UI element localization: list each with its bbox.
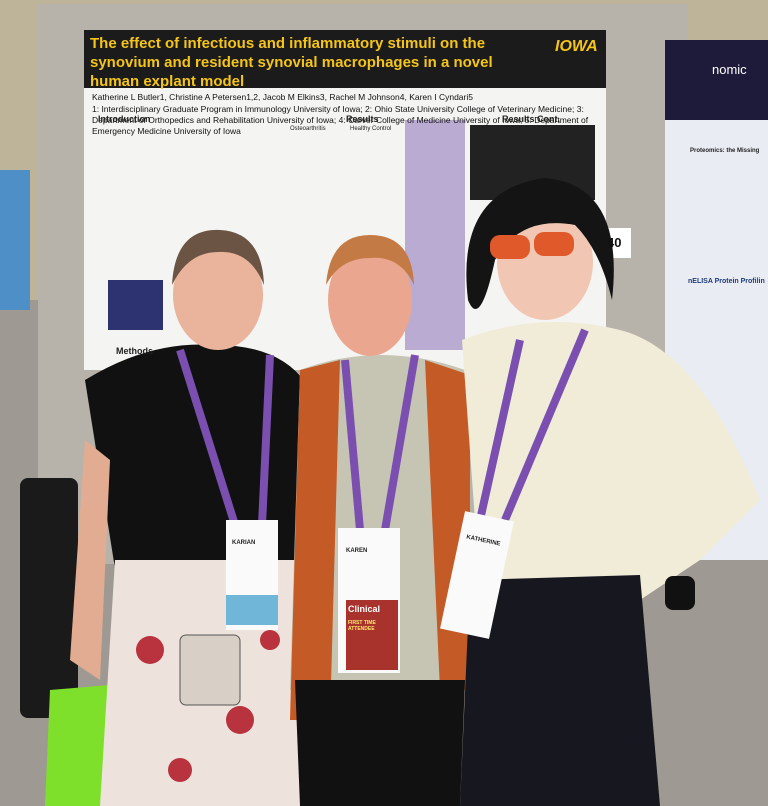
lanyard bbox=[176, 348, 274, 527]
hair bbox=[466, 178, 614, 309]
face bbox=[497, 204, 593, 320]
panel-label: Healthy Control bbox=[350, 126, 392, 132]
poster-tube bbox=[20, 478, 78, 718]
poster-affiliations: 1: Interdisciplinary Graduate Program in… bbox=[92, 104, 589, 136]
poster-title: The effect of infectious and inflammator… bbox=[90, 35, 493, 90]
poster-images bbox=[405, 120, 465, 350]
poster-figure bbox=[108, 280, 163, 330]
badge-track: Clinical bbox=[348, 604, 381, 614]
face bbox=[173, 240, 263, 350]
side-poster-header bbox=[665, 40, 768, 120]
hair bbox=[172, 229, 264, 285]
poster-logo: IOWA bbox=[555, 38, 598, 55]
vest bbox=[290, 360, 340, 720]
watch bbox=[665, 576, 695, 610]
section-heading: Results bbox=[346, 114, 379, 124]
cream-shirt bbox=[462, 322, 760, 600]
poster-authors: Katherine L Butler1, Christine A Peterse… bbox=[92, 92, 473, 102]
badge bbox=[440, 511, 514, 639]
section-heading: Introduction bbox=[98, 114, 151, 124]
side-poster-subheading: nELISA Protein Profilin bbox=[688, 278, 765, 285]
side-poster-brand: nomic bbox=[712, 62, 747, 77]
arm bbox=[70, 440, 110, 680]
phone-pouch bbox=[179, 634, 241, 706]
badge-ribbon-text: FIRST TIME ATTENDEE bbox=[348, 620, 376, 632]
side-poster-heading: Proteomics: the Missing bbox=[690, 148, 760, 154]
booth-number: 40 bbox=[607, 235, 622, 250]
black-pants bbox=[460, 575, 660, 806]
lanyard bbox=[341, 354, 419, 531]
side-banner bbox=[0, 170, 30, 310]
lanyard bbox=[476, 328, 589, 522]
badge-ribbon bbox=[226, 595, 278, 625]
badge-ribbons bbox=[346, 600, 398, 670]
section-heading: Results Cont. bbox=[502, 114, 561, 124]
hair bbox=[326, 235, 414, 285]
shorts bbox=[295, 680, 465, 806]
face bbox=[328, 244, 412, 356]
panel-label: Osteoarthritis bbox=[290, 126, 326, 132]
sunglasses bbox=[534, 232, 574, 256]
badge-name: KAREN bbox=[346, 548, 368, 554]
badge-name: KARIAN bbox=[232, 540, 256, 546]
section-heading: Methods bbox=[116, 346, 153, 356]
sunglasses bbox=[490, 235, 530, 259]
poster-title-bar bbox=[84, 30, 606, 88]
